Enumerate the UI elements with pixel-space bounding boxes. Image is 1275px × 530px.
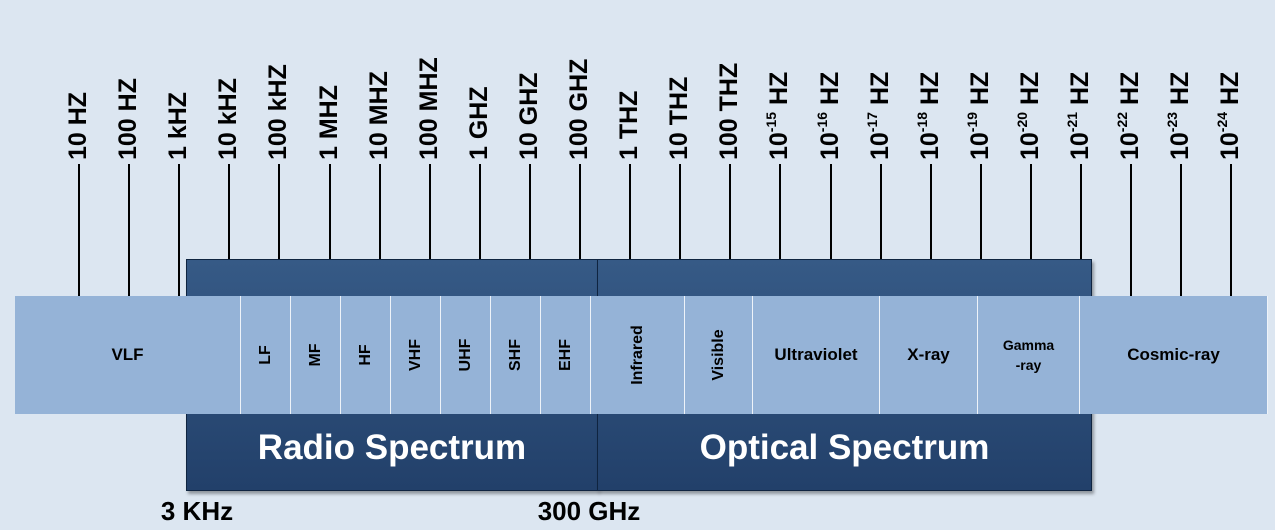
band-gamma-ray: Gamma -ray [978,296,1080,414]
tick-line [328,164,331,296]
tick-line [779,164,782,296]
tick-line [228,164,231,296]
tick-label: 1 kHZ [164,91,193,160]
band-lf: LF [241,296,291,414]
band-x-ray: X-ray [880,296,978,414]
band-cosmic-ray: Cosmic-ray [1080,296,1268,414]
tick-label: 100 THZ [715,62,744,160]
band-label: UHF [456,338,474,372]
radio-spectrum-title: Radio Spectrum [257,428,527,467]
tick-label: 1 MHZ [314,85,343,160]
band-label: Ultraviolet [774,345,858,364]
tick-line [128,164,131,296]
band-label: MF [306,343,324,367]
tick-label: 1 THZ [615,90,644,160]
tick-line [528,164,531,296]
tick-line [1130,164,1133,296]
tick-line [1080,164,1082,296]
tick-line [1230,164,1233,296]
band-label: HF [356,344,374,366]
optical-spectrum-title: Optical Spectrum [699,428,990,467]
tick-label: 10-17 HZ [863,71,894,160]
band-label: LF [256,345,274,365]
band-mf: MF [291,296,341,414]
band-shf: SHF [491,296,541,414]
tick-line [428,164,431,296]
tick-line [1180,164,1183,296]
band-vhf: VHF [391,296,441,414]
band-label: X-ray [907,345,950,364]
tick-line [178,164,181,296]
tick-label: 10 kHZ [214,78,243,160]
band-hf: HF [341,296,391,414]
tick-line [629,164,632,296]
tick-label: 10-22 HZ [1114,71,1145,160]
tick-label: 10-19 HZ [963,71,994,160]
band-vlf: VLF [15,296,241,414]
tick-label: 10-20 HZ [1013,71,1044,160]
tick-line [579,164,581,296]
tick-line [829,164,832,296]
tick-label: 100 kHZ [264,64,293,160]
tick-line [78,164,80,296]
band-infrared: Infrared [591,296,685,414]
band-label: VHF [406,339,424,371]
tick-line [879,164,882,296]
band-uhf: UHF [441,296,491,414]
tick-label: 100 HZ [114,78,143,160]
band-ehf: EHF [541,296,591,414]
tick-label: 10-23 HZ [1164,71,1195,160]
tick-label: 100 MHZ [414,57,443,160]
tick-label: 1 GHZ [464,86,493,160]
tick-line [929,164,932,296]
spectrum-band-bar: VLF LF MF HF VHF UHF SHF EHF Infrared Visible Ultr… [15,296,1268,414]
label-300ghz: 300 GHz [537,496,641,526]
tick-label: 100 GHZ [565,58,593,160]
tick-label: 10-24 HZ [1214,71,1245,160]
tick-line [1029,164,1032,296]
band-label: SHF [506,339,524,371]
band-ultraviolet: Ultraviolet [753,296,880,414]
tick-line [278,164,281,296]
band-label: Infrared [628,325,646,385]
label-3khz: 3 KHz [160,496,234,526]
tick-line [378,164,381,296]
band-label: VLF [111,345,144,364]
tick-label: 10 MHZ [364,71,393,160]
tick-label: 10-18 HZ [913,71,944,160]
tick-label: 10-15 HZ [763,71,794,160]
tick-line [478,164,481,296]
band-label: Visible [709,329,727,381]
tick-label: 10 HZ [64,91,92,160]
tick-line [729,164,732,296]
band-label: Cosmic-ray [1127,345,1220,364]
band-label: Gamma -ray [1002,337,1055,373]
tick-label: 10 GHZ [514,72,543,160]
tick-label: 10-16 HZ [813,71,844,160]
tick-line [679,164,682,296]
band-label: EHF [556,339,574,371]
tick-label: 10-21 HZ [1064,71,1094,160]
tick-label: 10 THZ [665,76,694,160]
tick-line [979,164,982,296]
band-visible: Visible [685,296,753,414]
